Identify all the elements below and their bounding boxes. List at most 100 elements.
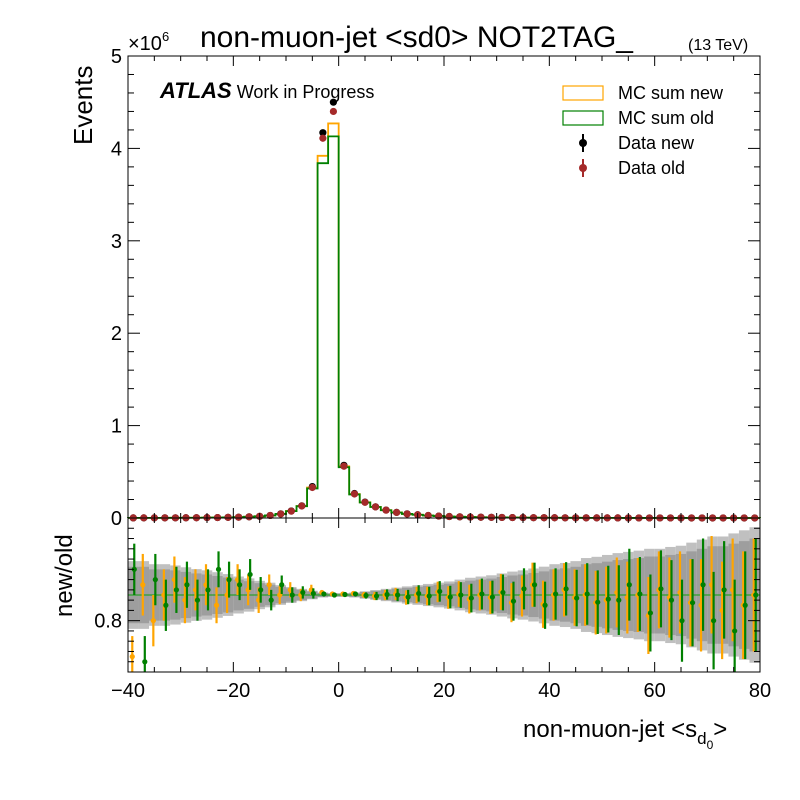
ratio-point bbox=[658, 586, 664, 592]
legend: MC sum new MC sum old Data new Data old bbox=[562, 83, 724, 178]
ratio-point bbox=[331, 592, 337, 598]
ratio-point bbox=[205, 587, 211, 593]
ratio-point bbox=[215, 566, 222, 572]
data-point bbox=[487, 513, 495, 521]
data-point bbox=[287, 507, 295, 515]
ratio-point bbox=[194, 597, 201, 603]
ratio-point bbox=[689, 600, 696, 606]
ratio-point bbox=[626, 582, 632, 588]
legend-label-2: Data new bbox=[618, 133, 695, 153]
data-point bbox=[277, 510, 285, 518]
ratio-point bbox=[342, 591, 348, 598]
data-point bbox=[224, 513, 232, 521]
ratio-point bbox=[468, 595, 474, 601]
ratio-point bbox=[679, 618, 685, 624]
y-tick-label: 4 bbox=[111, 138, 122, 160]
ratio-point bbox=[131, 566, 137, 572]
ratio-point bbox=[247, 571, 253, 578]
ratio-point bbox=[237, 582, 243, 588]
ratio-point bbox=[584, 591, 590, 597]
data-point bbox=[319, 134, 327, 142]
y-multiplier: ×106 bbox=[128, 29, 169, 55]
data-point bbox=[298, 502, 306, 510]
mc-step-line-1 bbox=[127, 135, 761, 519]
ratio-panel: −40 −20 0 20 40 60 80 0.8 bbox=[94, 517, 771, 702]
data-point bbox=[393, 508, 401, 517]
ratio-point bbox=[479, 591, 485, 597]
ratio-point bbox=[753, 592, 759, 598]
legend-label-3: Data old bbox=[618, 158, 685, 178]
atlas-label: ATLAS Work in Progress bbox=[159, 78, 374, 103]
ratio-point bbox=[668, 597, 675, 603]
ratio-point bbox=[447, 594, 453, 600]
ratio-point bbox=[373, 593, 380, 599]
ratio-point bbox=[152, 577, 158, 583]
chart-title: non-muon-jet <sd0> NOT2TAG_ bbox=[200, 21, 634, 54]
data-point bbox=[266, 511, 274, 520]
ratio-point bbox=[213, 602, 220, 608]
ratio-y-tick-label: 0.8 bbox=[94, 611, 122, 633]
ratio-point bbox=[140, 582, 146, 588]
y-tick-label: 1 bbox=[111, 416, 122, 438]
y-tick-label: 0 bbox=[111, 508, 122, 530]
data-point bbox=[350, 490, 359, 498]
ratio-point bbox=[563, 586, 569, 592]
x-tick-label: 0 bbox=[333, 680, 344, 702]
ratio-point bbox=[384, 591, 390, 598]
ratio-point bbox=[637, 591, 643, 597]
data-point bbox=[371, 503, 380, 511]
ratio-point bbox=[163, 602, 169, 608]
ratio-point bbox=[279, 582, 285, 588]
ratio-point bbox=[574, 595, 580, 601]
legend-swatch-1 bbox=[562, 110, 604, 126]
energy-label: (13 TeV) bbox=[688, 37, 748, 54]
data-point bbox=[340, 462, 348, 470]
ratio-point bbox=[395, 592, 401, 598]
data-point bbox=[435, 512, 443, 520]
ratio-point bbox=[258, 587, 264, 593]
ratio-point bbox=[553, 591, 559, 597]
data-point bbox=[424, 511, 432, 520]
x-tick-label: 80 bbox=[749, 680, 771, 702]
data-point bbox=[382, 506, 390, 514]
ratio-point bbox=[521, 586, 527, 592]
ratio-point bbox=[437, 588, 443, 595]
ratio-point bbox=[321, 591, 327, 597]
ratio-point bbox=[266, 582, 272, 588]
ratio-point bbox=[416, 590, 422, 597]
ratio-point bbox=[489, 594, 495, 600]
data-point bbox=[456, 513, 464, 521]
x-tick-label: 60 bbox=[644, 680, 666, 702]
data-point bbox=[445, 512, 453, 521]
ratio-point bbox=[542, 602, 548, 608]
ratio-point bbox=[300, 589, 306, 596]
ratio-point bbox=[700, 582, 706, 588]
legend-label-1: MC sum old bbox=[618, 108, 714, 128]
ratio-point bbox=[531, 582, 538, 588]
ratio-point bbox=[289, 592, 295, 598]
ratio-point bbox=[184, 582, 190, 588]
ratio-series-1 bbox=[131, 538, 759, 672]
ratio-y-axis-label: new/old bbox=[51, 534, 78, 617]
y-tick-label: 3 bbox=[111, 231, 122, 253]
data-point bbox=[329, 107, 337, 116]
legend-marker-2 bbox=[579, 139, 587, 147]
ratio-point bbox=[426, 593, 432, 599]
ratio-point bbox=[458, 592, 464, 598]
ratio-point bbox=[721, 587, 727, 593]
ratio-point bbox=[595, 599, 601, 605]
data-point bbox=[319, 129, 327, 137]
ratio-point bbox=[173, 587, 179, 593]
ratio-point bbox=[510, 598, 517, 604]
data-point bbox=[361, 498, 369, 506]
ratio-point bbox=[150, 618, 156, 624]
legend-marker-3 bbox=[579, 164, 587, 172]
ratio-point bbox=[605, 596, 611, 602]
x-tick-label: 40 bbox=[538, 680, 560, 702]
ratio-point bbox=[352, 591, 359, 597]
legend-label-0: MC sum new bbox=[618, 83, 724, 103]
data-point bbox=[498, 513, 506, 522]
ratio-point bbox=[226, 577, 232, 583]
top-y-axis-label: Events bbox=[68, 66, 98, 146]
